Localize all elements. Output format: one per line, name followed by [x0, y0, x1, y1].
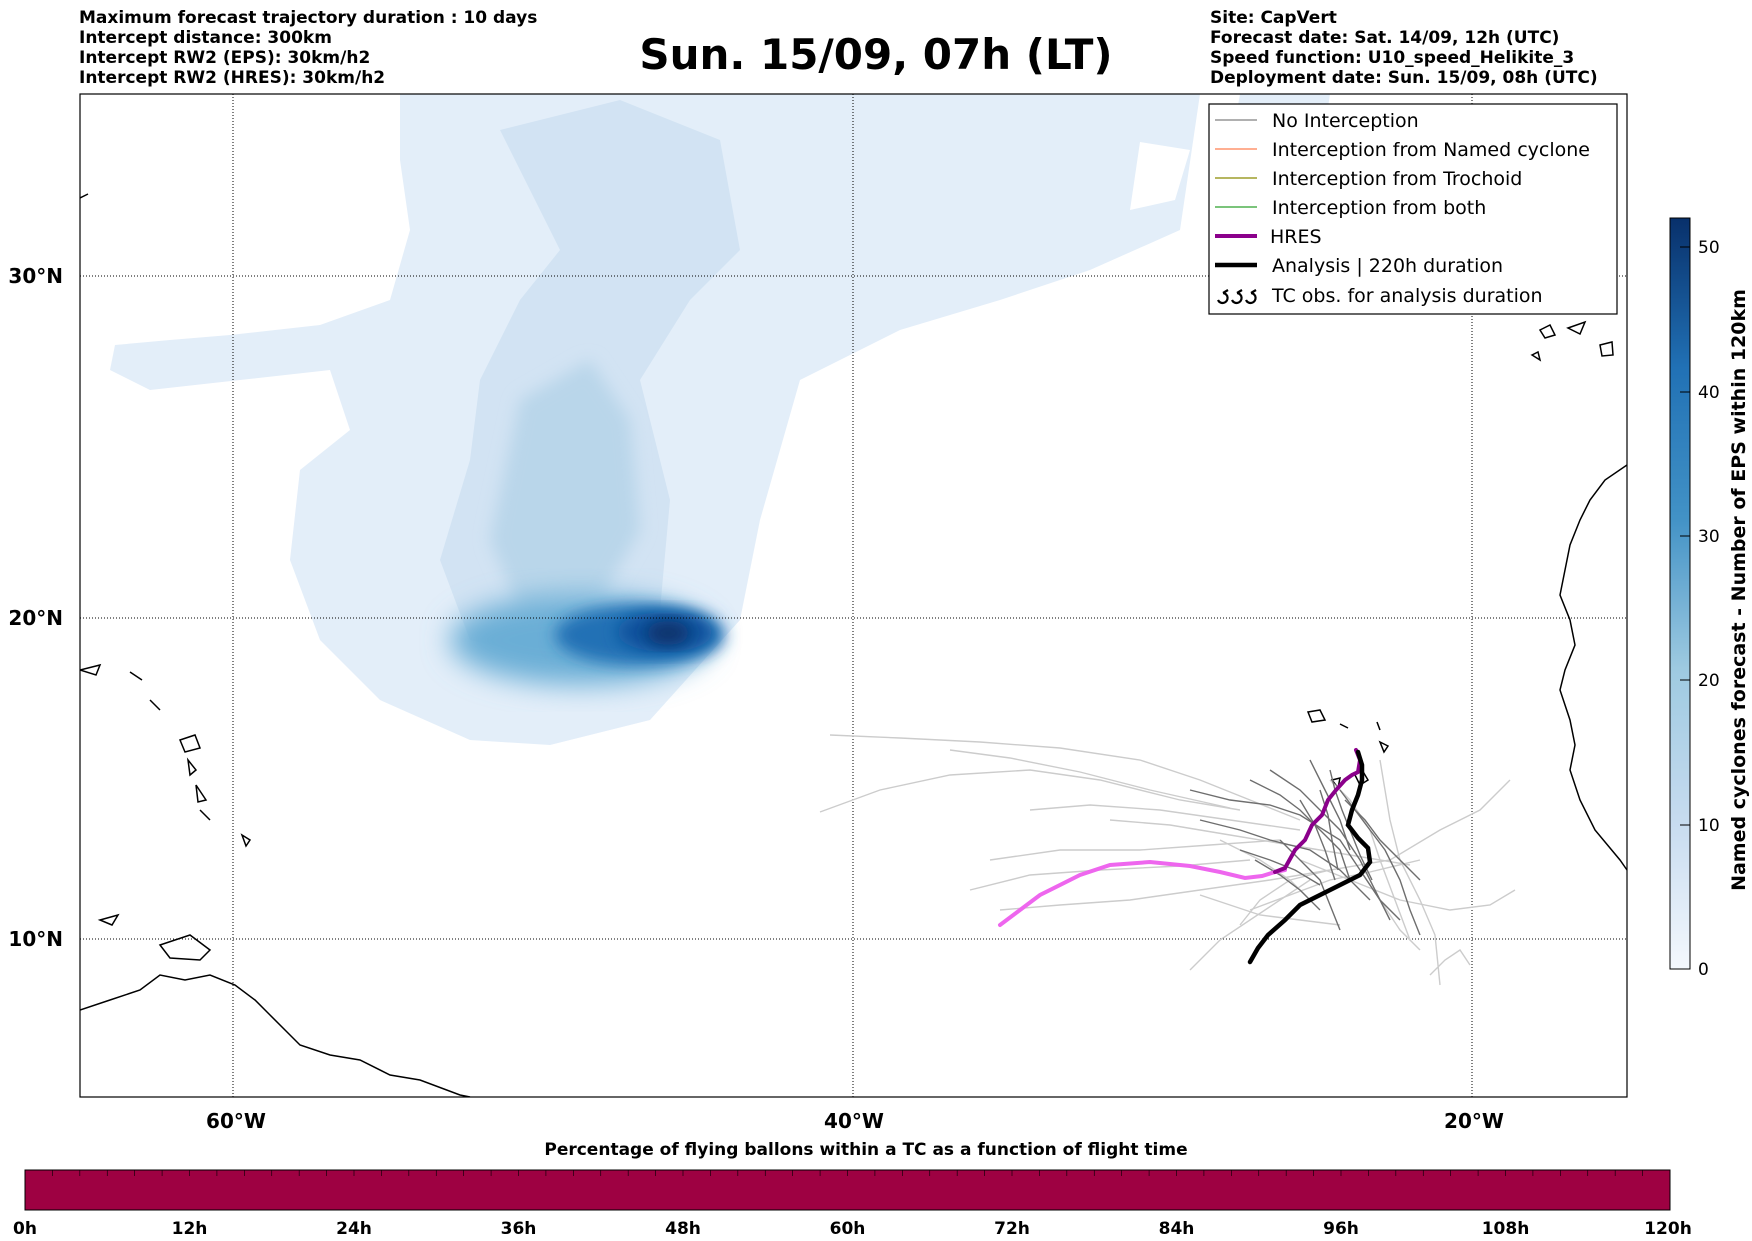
legend-label: Interception from both: [1272, 197, 1486, 219]
caribbean-islands-north: [80, 663, 161, 711]
no-interception-trajectories-dark: [1189, 759, 1421, 936]
legend-entry: Analysis | 220h duration: [1215, 255, 1503, 277]
time-tick-label: 0h: [13, 1219, 37, 1239]
africa-coast: [1559, 464, 1627, 871]
analysis-trajectory: [1247, 749, 1373, 965]
lesser-antilles: [178, 734, 252, 848]
header-line: Intercept distance: 300km: [79, 28, 332, 48]
map-gridlines: [80, 94, 1627, 1097]
no-interception-trajectories-light: [819, 734, 1516, 986]
legend-label: No Interception: [1272, 110, 1419, 132]
time-tick-label: 60h: [830, 1219, 866, 1239]
time-tick-label: 48h: [665, 1219, 701, 1239]
time-tick-label: 96h: [1323, 1219, 1359, 1239]
legend-entry: No Interception: [1215, 110, 1419, 132]
legend: No Interception Interception from Named …: [1208, 103, 1618, 315]
tc-symbol-icon: [1216, 289, 1257, 305]
colorbar-bottom-label: Percentage of flying ballons within a TC…: [544, 1140, 1187, 1160]
lat-label: 20°N: [8, 606, 63, 630]
legend-entry: TC obs. for analysis duration: [1216, 285, 1543, 307]
header-line: Site: CapVert: [1210, 8, 1337, 28]
map-frame: [79, 93, 1628, 1098]
colorbar-gradient: [1669, 217, 1691, 970]
density-hole: [1130, 142, 1190, 210]
map-panel: 30°N 20°N 10°N 60°W 40°W 20°W No Interce…: [8, 93, 1628, 1133]
legend-label: Interception from Named cyclone: [1272, 139, 1590, 161]
time-tick-label: 84h: [1159, 1219, 1195, 1239]
colorbar-tick-label: 50: [1698, 238, 1720, 258]
trinidad-island: [158, 934, 212, 961]
colorbar-tick-label: 30: [1698, 527, 1720, 547]
cape-verde-islands: [1306, 709, 1390, 790]
azores-island: [80, 193, 89, 199]
colorbar-bottom-bar: [24, 1169, 1671, 1211]
colorbar-label: Named cyclones forecast - Number of EPS …: [1728, 289, 1750, 891]
legend-label: HRES: [1270, 226, 1322, 248]
legend-entry: Interception from Named cyclone: [1215, 139, 1590, 161]
colorbar-tick-label: 10: [1698, 816, 1720, 836]
trajectories: [819, 734, 1516, 986]
page-title: Sun. 15/09, 07h (LT): [639, 30, 1113, 79]
legend-entry: HRES: [1215, 226, 1322, 248]
header-line: Maximum forecast trajectory duration : 1…: [79, 8, 538, 28]
lat-label: 30°N: [8, 264, 63, 288]
density-peak: [646, 621, 690, 645]
hres-early-trajectory: [998, 859, 1287, 927]
density-level-1: [110, 94, 1200, 745]
time-tick-label: 108h: [1482, 1219, 1530, 1239]
header-line: Intercept RW2 (EPS): 30km/h2: [79, 48, 371, 68]
header-line: Deployment date: Sun. 15/09, 08h (UTC): [1210, 68, 1598, 88]
lat-label: 10°N: [8, 927, 63, 951]
legend-entry: Interception from Trochoid: [1215, 168, 1522, 190]
lon-label: 40°W: [824, 1109, 884, 1133]
lon-label: 60°W: [206, 1109, 266, 1133]
colorbar-bottom-ticks: 0h 12h 24h 36h 48h 60h 72h 84h 96h 108h …: [13, 1219, 1692, 1239]
time-tick-label: 12h: [172, 1219, 208, 1239]
lon-label: 20°W: [1444, 1109, 1504, 1133]
canary-islands: [1530, 320, 1614, 362]
time-tick-label: 120h: [1644, 1219, 1692, 1239]
header-line: Intercept RW2 (HRES): 30km/h2: [79, 68, 386, 88]
colorbar-tick-label: 0: [1698, 960, 1709, 980]
density-level-3: [490, 360, 640, 610]
header-line: Forecast date: Sat. 14/09, 12h (UTC): [1210, 28, 1560, 48]
header-line: Speed function: U10_speed_Helikite_3: [1210, 48, 1575, 68]
colorbar-bottom: Percentage of flying ballons within a TC…: [13, 1140, 1692, 1239]
legend-entry: Interception from both: [1215, 197, 1486, 219]
map-axis-labels: 30°N 20°N 10°N 60°W 40°W 20°W: [8, 264, 1504, 1133]
colorbar-bottom-tick-marks: [52, 1170, 1643, 1176]
south-america-coast: [80, 974, 471, 1097]
colorbar-tick-label: 20: [1698, 671, 1720, 691]
colorbar-tick-label: 40: [1698, 383, 1720, 403]
legend-box: [1208, 103, 1618, 315]
time-tick-label: 24h: [336, 1219, 372, 1239]
time-tick-label: 36h: [501, 1219, 537, 1239]
coastlines: [80, 193, 1627, 1097]
colorbar-right: 0 10 20 30 40 50 Named cyclones forecast…: [1669, 217, 1750, 980]
caribbean-island: [97, 913, 120, 926]
legend-label: TC obs. for analysis duration: [1271, 285, 1543, 307]
cyclone-density-field: [110, 94, 1330, 745]
time-tick-label: 72h: [994, 1219, 1030, 1239]
legend-label: Analysis | 220h duration: [1272, 255, 1503, 277]
hres-trajectory: [1273, 748, 1363, 874]
colorbar-ticks: 0 10 20 30 40 50: [1680, 238, 1720, 980]
legend-label: Interception from Trochoid: [1272, 168, 1522, 190]
